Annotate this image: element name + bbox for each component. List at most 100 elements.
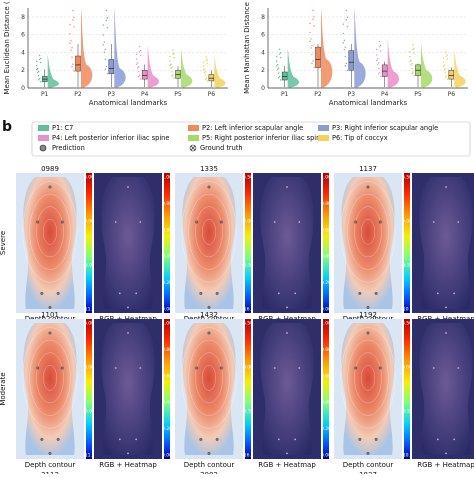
point-P1	[38, 78, 41, 80]
point-P2	[313, 16, 315, 18]
point-P2	[71, 56, 73, 58]
point-P6	[202, 61, 205, 64]
point-P5	[172, 74, 174, 76]
point-P2	[69, 42, 71, 45]
violin-P2	[321, 8, 333, 88]
point-P1	[279, 52, 282, 54]
contour-line	[22, 327, 78, 429]
point-P1	[38, 58, 41, 61]
violin-P4	[147, 45, 159, 88]
point-P4	[375, 59, 378, 62]
point-P3	[345, 9, 348, 12]
point-P5	[171, 75, 173, 77]
point-P5	[173, 52, 175, 54]
box-P3	[348, 50, 355, 71]
colorbar-tick: -6.50	[401, 409, 413, 415]
landmark-point	[286, 306, 288, 309]
point-P3	[102, 34, 105, 36]
colorbar-tick: -6.50	[242, 263, 254, 269]
landmark-point	[453, 292, 456, 295]
landmark-point	[298, 221, 301, 223]
point-P1	[39, 57, 42, 60]
landmark-point	[277, 438, 280, 441]
point-P2	[311, 62, 313, 65]
contour-line	[42, 364, 58, 391]
violin-P1	[47, 54, 59, 88]
depth-colorbar	[404, 173, 410, 313]
point-P6	[206, 80, 209, 82]
colorbar-tick: 0.20	[321, 426, 331, 432]
point-P2	[312, 18, 314, 21]
depth-contour-image: 6.00 0.00 -6.00 -11.5	[16, 173, 95, 313]
point-P5	[169, 55, 171, 58]
x-tick-P1: P1	[281, 91, 289, 98]
point-P6	[204, 78, 207, 80]
violin-P1	[287, 48, 299, 88]
landmark-point	[436, 292, 439, 295]
point-P6	[443, 64, 446, 67]
y-tick-label: 4	[21, 49, 25, 56]
point-P6	[206, 62, 209, 65]
point-P6	[442, 65, 445, 68]
point-P5	[171, 66, 173, 69]
landmark-point	[366, 451, 370, 455]
ground-truth-marker-icon	[189, 144, 197, 152]
colorbar-tick: 6.00	[84, 321, 94, 327]
landmark-point	[378, 366, 382, 370]
landmark-point	[219, 366, 223, 370]
landmark-point	[127, 306, 129, 309]
landmark-point	[56, 291, 60, 295]
colorbar-tick: -6.00	[83, 263, 95, 269]
point-P2	[312, 9, 314, 12]
point-P2	[311, 53, 313, 56]
y-tick-label: 0	[21, 85, 25, 92]
landmark-point	[207, 451, 211, 455]
depth-contour-image: 6.50 0.00 -6.50 -16.5	[175, 319, 254, 459]
point-P3	[104, 58, 107, 61]
point-P6	[445, 55, 448, 57]
colorbar-tick: 0.00	[84, 219, 94, 225]
rgb-heatmap-image: 1.000.800.600.400.200.00	[412, 319, 474, 459]
x-tick-P3: P3	[348, 91, 356, 98]
rgb-heatmap-image: 1.000.800.600.400.200.00	[253, 173, 331, 313]
landmark-point	[40, 291, 44, 295]
heatmap-torso	[101, 177, 155, 309]
x-tick-P5: P5	[414, 91, 422, 98]
point-P4	[376, 63, 379, 66]
point-P6	[443, 69, 446, 71]
point-P4	[135, 58, 138, 60]
landmark-point	[199, 437, 203, 441]
point-P4	[137, 76, 140, 78]
contour-line	[195, 206, 223, 258]
point-P2	[71, 47, 73, 49]
landmark-point	[139, 367, 142, 369]
point-P2	[71, 65, 73, 68]
colorbar-tick: -16.5	[242, 453, 254, 459]
colorbar-tick: 1.00	[321, 321, 331, 327]
depth-caption: Depth contour	[184, 461, 235, 469]
colorbar-tick: -16.5	[242, 307, 254, 313]
colorbar-tick: 6.00	[84, 175, 94, 181]
box-P5	[175, 69, 181, 79]
landmark-point	[366, 331, 370, 335]
y-tick-label: 2	[261, 67, 265, 74]
point-P5	[170, 67, 172, 70]
point-P3	[106, 27, 109, 29]
x-axis-label: Anatomical landmarks	[329, 99, 408, 107]
y-axis-label: Mean Manhattan Distance	[243, 2, 251, 94]
depth-torso	[182, 323, 236, 455]
point-P4	[377, 62, 380, 64]
landmark-point	[207, 185, 211, 189]
point-P4	[378, 40, 381, 43]
point-P4	[376, 58, 379, 60]
point-P3	[106, 17, 109, 19]
point-P5	[410, 59, 412, 61]
depth-colorbar	[86, 319, 92, 459]
landmark-point	[358, 291, 362, 295]
sample-id-top: 1432	[200, 311, 218, 319]
point-P6	[203, 68, 206, 70]
point-P6	[206, 59, 209, 61]
colorbar-tick: -6.50	[242, 409, 254, 415]
point-P5	[412, 44, 414, 46]
